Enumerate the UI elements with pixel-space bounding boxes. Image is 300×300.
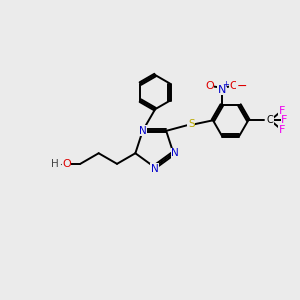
Text: O: O xyxy=(229,81,238,91)
Text: C: C xyxy=(266,115,273,125)
Text: N: N xyxy=(151,164,158,173)
Text: N: N xyxy=(171,148,179,158)
Text: F: F xyxy=(279,106,285,116)
Text: S: S xyxy=(188,119,194,129)
Text: O: O xyxy=(62,159,71,169)
Text: +: + xyxy=(222,80,229,89)
Text: H: H xyxy=(51,159,59,169)
Text: N: N xyxy=(139,126,146,136)
Text: O: O xyxy=(205,81,214,91)
Text: −: − xyxy=(237,80,247,93)
Text: F: F xyxy=(281,115,288,125)
Text: N: N xyxy=(218,85,226,95)
Text: F: F xyxy=(279,125,285,135)
